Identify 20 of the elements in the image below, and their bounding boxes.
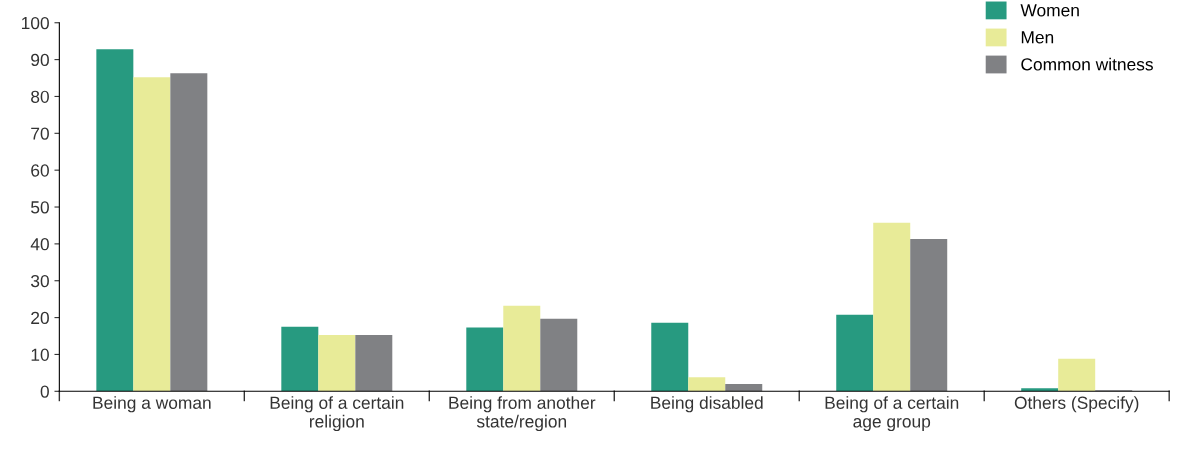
y-tick-label: 50: [31, 201, 49, 214]
y-tick-label: 100: [21, 16, 49, 30]
x-tick-label: Being a woman: [93, 396, 211, 413]
x-tick-label: Being of a certain age group: [825, 396, 959, 432]
x-tick-label: Others (Specify): [1014, 396, 1139, 413]
legend-label: Men: [1021, 31, 1054, 44]
y-tick-label: 0: [40, 385, 49, 398]
y-tick-label: 30: [30, 274, 49, 288]
y-tick-label: 60: [31, 164, 49, 177]
legend-label: Common witness: [1021, 57, 1153, 71]
x-tick-label: Being of a certain religion: [270, 396, 404, 432]
y-tick-label: 20: [31, 311, 49, 325]
x-tick-label: Being disabled: [651, 396, 763, 413]
y-tick-label: 80: [31, 90, 49, 103]
y-tick-label: 40: [30, 238, 49, 251]
y-tick-label: 90: [31, 53, 49, 67]
legend-label: Women: [1020, 4, 1079, 17]
y-tick-label: 70: [31, 127, 49, 140]
x-tick-label: Being from another state/region: [449, 396, 596, 432]
y-tick-label: 10: [31, 348, 49, 361]
